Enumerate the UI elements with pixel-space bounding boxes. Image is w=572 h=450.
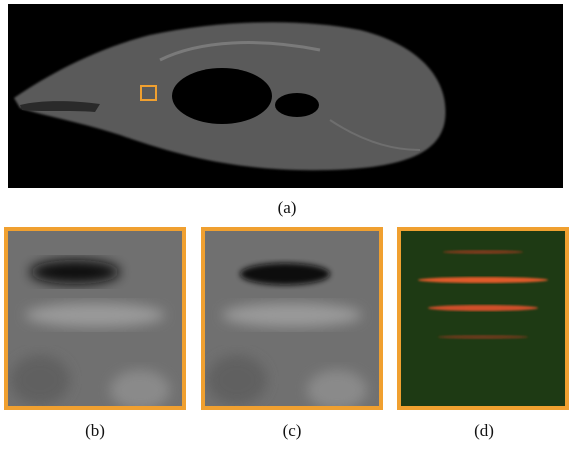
panel-label: (c)	[283, 421, 302, 440]
panel-label: (d)	[474, 421, 494, 440]
panel-d-image	[399, 229, 567, 408]
page: {"panels": [{"label": "(a)"}, {"label": …	[0, 0, 572, 445]
panel-label: (b)	[85, 421, 105, 440]
panel-a-image	[8, 4, 563, 188]
panel-label: (a)	[278, 198, 297, 217]
panel-c-image	[203, 229, 381, 410]
figure: (a) (b) (c) (d)	[0, 0, 572, 445]
panel-b-image	[6, 229, 184, 410]
